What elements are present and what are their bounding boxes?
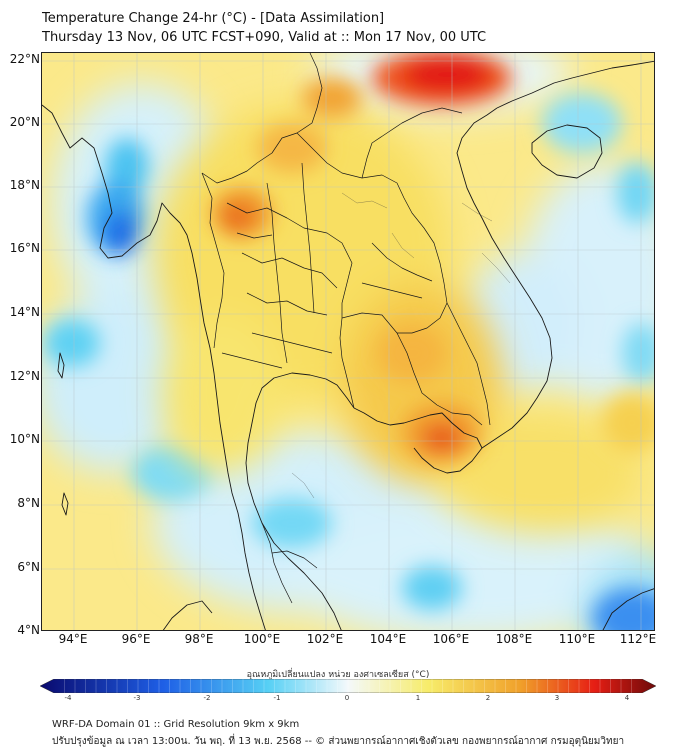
country-borders [201, 53, 491, 604]
colorbar-tick: 3 [554, 694, 560, 702]
colorbar-tick: 1 [415, 694, 421, 702]
colorbar-tick: -1 [273, 694, 281, 702]
lon-label-106e: 106°E [432, 632, 470, 646]
colorbar-tick: -2 [203, 694, 211, 702]
lon-label-100e: 100°E [243, 632, 281, 646]
colorbar-tick: 2 [485, 694, 491, 702]
lat-label-8n: 8°N [17, 496, 40, 510]
lat-label-10n: 10°N [9, 432, 40, 446]
cold-cores [44, 93, 654, 630]
colorbar [40, 679, 656, 693]
colorbar-tick: -3 [133, 694, 141, 702]
hot-cores [212, 53, 654, 463]
lat-label-18n: 18°N [9, 178, 40, 192]
lat-label-4n: 4°N [17, 623, 40, 637]
lon-label-108e: 108°E [495, 632, 533, 646]
colorbar-title: อุณหภูมิเปลี่ยนแปลง หน่วย องศาเซลเซียส (… [246, 670, 430, 680]
lon-label-98e: 98°E [184, 632, 214, 646]
lat-label-14n: 14°N [9, 305, 40, 319]
colorbar-tick: -4 [64, 694, 72, 702]
lon-label-112e: 112°E [619, 632, 657, 646]
lon-label-94e: 94°E [58, 632, 88, 646]
lat-label-6n: 6°N [17, 560, 40, 574]
lon-label-110e: 110°E [558, 632, 596, 646]
footer-model-info: WRF-DA Domain 01 :: Grid Resolution 9km … [52, 719, 300, 730]
admin-lines [291, 192, 511, 499]
lon-label-96e: 96°E [121, 632, 151, 646]
map-title: Temperature Change 24-hr (°C) - [Data As… [42, 11, 385, 26]
colorbar-tick: 4 [624, 694, 630, 702]
footer-update-credit: ปรับปรุงข้อมูล ณ เวลา 13:00น. วัน พฤ. ที… [52, 736, 625, 747]
graticule [42, 53, 654, 630]
lon-label-102e: 102°E [306, 632, 344, 646]
temperature-change-map[interactable] [41, 52, 655, 631]
lon-label-104e: 104°E [369, 632, 407, 646]
coastlines [42, 60, 654, 630]
lat-label-16n: 16°N [9, 241, 40, 255]
colorbar-tick: 0 [344, 694, 350, 702]
lat-label-12n: 12°N [9, 369, 40, 383]
map-subtitle: Thursday 13 Nov, 06 UTC FCST+090, Valid … [42, 30, 487, 45]
lat-label-20n: 20°N [9, 115, 40, 129]
lat-label-22n: 22°N [9, 52, 40, 66]
